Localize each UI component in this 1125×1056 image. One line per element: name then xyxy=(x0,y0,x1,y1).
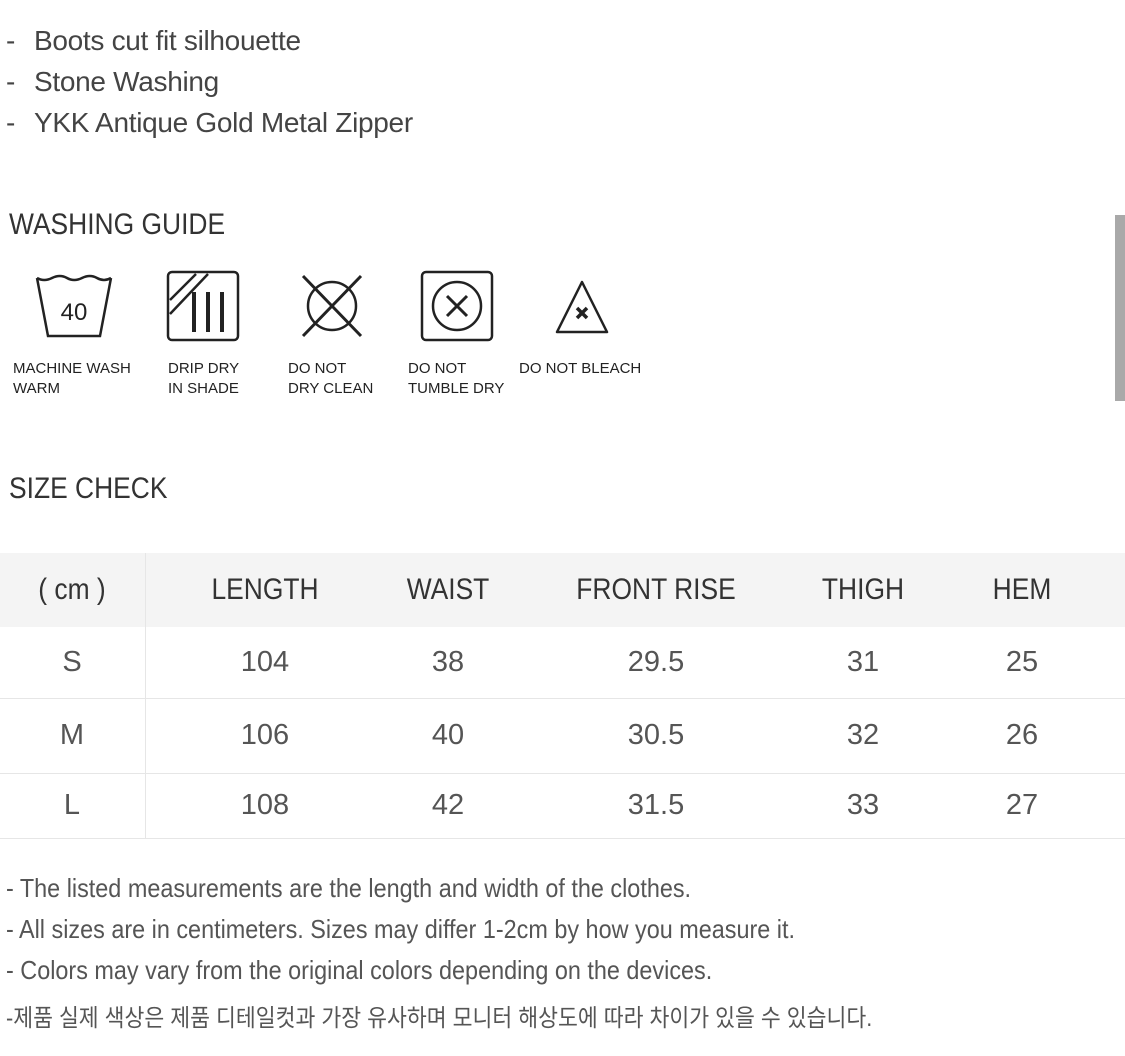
table-cell: 30.5 xyxy=(627,719,685,751)
machine-wash-40-icon: 40 xyxy=(34,270,114,340)
feature-item: - Stone Washing xyxy=(6,66,219,97)
wash-label: DO NOT DRY CLEAN xyxy=(288,360,374,397)
no-tumble-dry-icon xyxy=(420,270,496,342)
table-cell: 27 xyxy=(1005,789,1039,821)
wash-label: DRIP DRY IN SHADE xyxy=(168,360,240,397)
svg-text:40: 40 xyxy=(61,299,88,326)
header-cell: FRONT RISE xyxy=(576,573,736,606)
no-dry-clean-icon xyxy=(297,270,367,342)
table-cell: 106 xyxy=(240,719,290,751)
table-cell: 104 xyxy=(240,646,290,678)
table-cell: 31 xyxy=(846,646,880,678)
header-cell: HEM xyxy=(992,573,1052,606)
table-cell: 32 xyxy=(846,719,880,751)
note: -제품 실제 색상은 제품 디테일컷과 가장 유사하며 모니터 해상도에 따라 … xyxy=(6,1005,873,1032)
wash-label: DO NOT BLEACH xyxy=(519,360,642,377)
header-cell: THIGH xyxy=(821,573,905,606)
feature-item: - YKK Antique Gold Metal Zipper xyxy=(6,107,413,138)
no-bleach-icon xyxy=(553,278,611,336)
note: - All sizes are in centimeters. Sizes ma… xyxy=(6,914,795,944)
table-cell: 29.5 xyxy=(627,646,685,678)
table-cell: 26 xyxy=(1005,719,1039,751)
header-cell: WAIST xyxy=(406,573,490,606)
table-cell: M xyxy=(59,719,85,751)
feature-text: YKK Antique Gold Metal Zipper xyxy=(34,107,413,138)
table-row: S 104 38 29.5 31 25 xyxy=(0,627,1125,699)
washing-guide-title: WASHING GUIDE xyxy=(9,208,226,241)
scrollbar[interactable] xyxy=(1115,215,1125,401)
table-cell: 108 xyxy=(240,789,290,821)
feature-item: - Boots cut fit silhouette xyxy=(6,25,301,56)
table-cell: 40 xyxy=(431,719,465,751)
table-cell: 31.5 xyxy=(627,789,685,821)
table-row: M 106 40 30.5 32 26 xyxy=(0,698,1125,774)
wash-label: DO NOT TUMBLE DRY xyxy=(408,360,505,397)
table-cell: 33 xyxy=(846,789,880,821)
size-check-title: SIZE CHECK xyxy=(9,472,168,505)
feature-text: Boots cut fit silhouette xyxy=(34,25,301,56)
table-cell: L xyxy=(63,789,81,821)
wash-label: MACHINE WASH WARM xyxy=(13,360,131,397)
header-cell: ( cm ) xyxy=(38,573,106,606)
table-cell: 38 xyxy=(431,646,465,678)
table-cell: 42 xyxy=(431,789,465,821)
feature-text: Stone Washing xyxy=(34,66,219,97)
note: - The listed measurements are the length… xyxy=(6,873,692,903)
drip-dry-shade-icon xyxy=(166,270,242,342)
column-divider xyxy=(145,553,146,838)
note: - Colors may vary from the original colo… xyxy=(6,955,713,985)
table-cell: S xyxy=(62,646,82,678)
table-row: L 108 42 31.5 33 27 xyxy=(0,773,1125,839)
table-cell: 25 xyxy=(1005,646,1039,678)
header-cell: LENGTH xyxy=(211,573,319,606)
table-header: ( cm ) LENGTH WAIST FRONT RISE THIGH HEM xyxy=(0,553,1125,627)
